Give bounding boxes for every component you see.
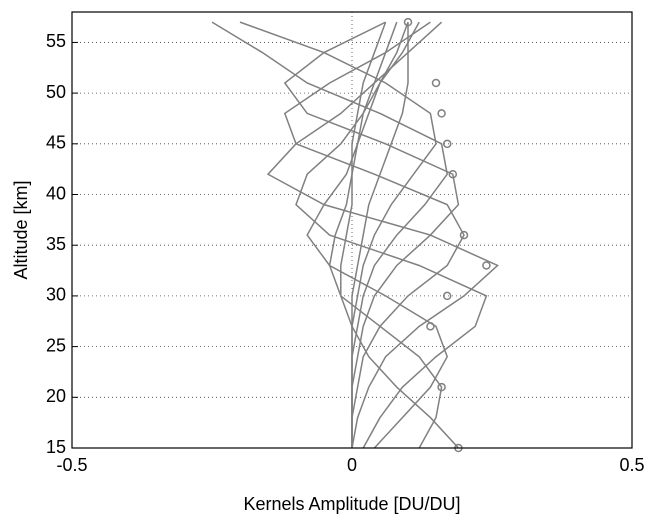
peak-marker [482,261,491,270]
kernel-line [328,21,443,449]
x-axis-label: Kernels Amplitude [DU/DU] [243,494,460,514]
peak-marker [437,382,446,392]
y-tick-label: 35 [46,234,66,254]
y-tick-label: 15 [46,437,66,457]
kernel-line [295,21,488,449]
x-tick-label: -0.5 [56,455,87,475]
kernel-line [306,21,449,449]
kernel-line [283,21,460,448]
y-tick-label: 30 [46,285,66,305]
peak-marker [442,291,452,301]
kernel-line [283,21,465,448]
y-tick-label: 55 [46,31,66,51]
peak-marker [448,169,458,179]
kernel-line [351,22,409,448]
peak-marker [403,17,413,27]
y-axis-label: Altitude [km] [11,180,31,279]
plot-frame [71,11,633,449]
peak-marker [437,109,446,118]
y-tick-label: 25 [46,335,66,355]
peak-marker [426,322,435,331]
y-tick-label: 45 [46,133,66,153]
x-tick-label: 0.5 [619,455,644,475]
peak-marker [442,139,452,149]
y-tick-label: 40 [46,183,66,203]
x-tick-label: 0 [347,455,357,475]
y-tick-label: 20 [46,386,66,406]
kernel-line [340,21,459,449]
y-tick-label: 50 [46,82,66,102]
peak-marker [459,230,469,240]
peak-marker [431,78,441,88]
